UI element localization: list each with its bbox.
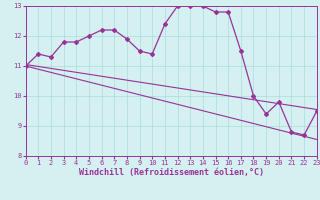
X-axis label: Windchill (Refroidissement éolien,°C): Windchill (Refroidissement éolien,°C) [79, 168, 264, 177]
